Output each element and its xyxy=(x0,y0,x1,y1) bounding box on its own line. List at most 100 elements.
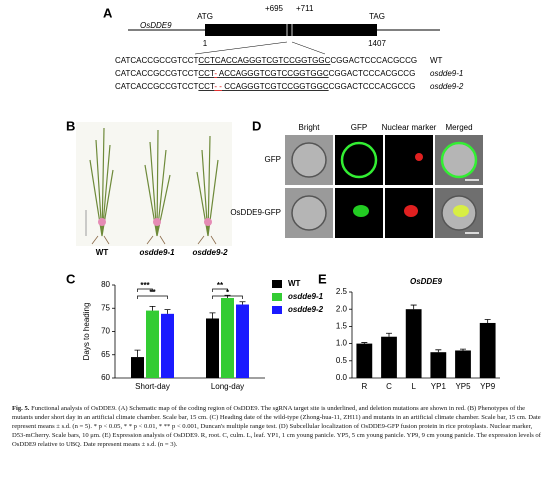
significance-label: *** xyxy=(140,281,150,290)
error-bar xyxy=(361,342,368,344)
caption-text: Functional analysis of OsDDE9. (A) Schem… xyxy=(12,405,541,448)
bar xyxy=(236,304,249,378)
x-tick-label: R xyxy=(361,382,367,391)
row-label: GFP xyxy=(265,155,281,164)
nucleus-signal xyxy=(415,153,423,161)
column-header: Bright xyxy=(299,123,321,132)
legend-label: WT xyxy=(288,279,301,288)
error-bar xyxy=(386,332,392,337)
seq-target: - - xyxy=(214,82,222,91)
chart-title: OsDDE9 xyxy=(410,277,443,286)
seq-prefix: CATCACCGCCGTCCT xyxy=(115,56,199,65)
cell xyxy=(291,195,327,231)
error-bar xyxy=(460,348,466,351)
significance-label: ** xyxy=(149,288,156,297)
start-codon: ATG xyxy=(197,12,213,21)
seq-suffix: CGGACTCCCACGCCG xyxy=(329,69,416,78)
y-tick-label: 65 xyxy=(101,350,110,359)
sequence-label: osdde9-1 xyxy=(430,69,463,78)
panel-label: B xyxy=(66,118,75,133)
bar xyxy=(356,343,373,378)
bar xyxy=(455,350,471,378)
row-label: OsDDE9-GFP xyxy=(230,208,281,217)
seq-target: - xyxy=(214,69,217,78)
y-tick-label: 1.5 xyxy=(336,322,348,331)
pos-start: 1 xyxy=(203,39,208,48)
figure: A B C D E OsDDE9 ATG TAG +695 +711 1 140… xyxy=(66,4,500,391)
significance-bracket xyxy=(212,295,243,299)
sequence-label: WT xyxy=(430,56,443,65)
y-tick-label: 80 xyxy=(101,280,110,289)
legend-swatch xyxy=(272,293,282,301)
nucleus-signal xyxy=(404,205,418,217)
gfp-signal xyxy=(453,205,469,217)
error-bar xyxy=(410,304,417,310)
column-header: Merged xyxy=(445,123,472,132)
bar xyxy=(206,318,219,378)
micrograph xyxy=(385,135,433,185)
x-tick-label: C xyxy=(386,382,392,391)
x-tick-label: YP9 xyxy=(480,382,496,391)
bar xyxy=(479,322,496,378)
sequence: CATCACCGCCGTCCTCCTCACCAGGGTCGTCCGGTGGCCG… xyxy=(115,56,417,65)
y-tick-label: 2.0 xyxy=(336,304,348,313)
error-bar xyxy=(164,309,171,314)
error-bar xyxy=(134,349,141,358)
seq-prefix: CATCACCGCCGTCCT xyxy=(115,69,199,78)
pos-end: 1407 xyxy=(368,39,386,48)
error-bar xyxy=(239,301,246,305)
site-right: +711 xyxy=(296,4,314,13)
sequence-label: osdde9-2 xyxy=(430,82,464,91)
x-tick-label: L xyxy=(411,382,416,391)
y-tick-label: 70 xyxy=(101,327,110,336)
y-tick-label: 0.5 xyxy=(336,356,348,365)
gfp-signal xyxy=(353,205,369,217)
genotype-label: WT xyxy=(96,248,109,257)
zoom-line xyxy=(291,41,326,55)
site-left: +695 xyxy=(265,4,284,13)
sequence: CATCACCGCCGTCCTCCT- - CCAGGGTCGTCCGGTGGC… xyxy=(115,82,415,91)
significance-bracket xyxy=(212,288,228,292)
error-bar xyxy=(484,319,491,323)
panel-label: A xyxy=(103,5,113,20)
bar xyxy=(131,357,144,378)
bar xyxy=(221,298,234,378)
legend-label: osdde9-1 xyxy=(288,292,324,301)
column-header: Nuclear marker xyxy=(382,123,437,132)
legend-swatch xyxy=(272,280,282,288)
y-tick-label: 75 xyxy=(101,303,110,312)
seq-prefix: CATCACCGCCGTCCT xyxy=(115,82,199,91)
column-header: GFP xyxy=(351,123,367,132)
seq-target: CCT xyxy=(198,69,215,78)
panel-label: E xyxy=(318,271,327,286)
legend-swatch xyxy=(272,306,282,314)
bar xyxy=(381,336,397,378)
seq-target: ACCAGGGTCGTCCGGTGGC xyxy=(217,69,329,78)
panel-label: C xyxy=(66,271,76,286)
x-tick-label: Long-day xyxy=(211,382,244,391)
gene-name: OsDDE9 xyxy=(140,21,172,30)
seq-suffix: CGGACTCCCACGCCG xyxy=(329,82,416,91)
error-bar xyxy=(149,305,156,311)
panel-label: D xyxy=(252,118,261,133)
error-bar xyxy=(209,312,216,319)
x-tick-label: Short-day xyxy=(135,382,170,391)
genotype-label: osdde9-1 xyxy=(139,248,175,257)
seq-target: CCTCACCAGGGTCGTCCGGTGGC xyxy=(198,56,330,65)
bar xyxy=(430,352,447,378)
caption-label: Fig. 5. xyxy=(12,405,30,412)
cds-box xyxy=(205,24,377,36)
y-tick-label: 60 xyxy=(101,373,110,382)
x-tick-label: YP5 xyxy=(455,382,471,391)
seq-suffix: CGGACTCCCACGCCG xyxy=(330,56,417,65)
cell xyxy=(291,142,327,178)
y-tick-label: 0.0 xyxy=(336,373,348,382)
x-tick-label: YP1 xyxy=(431,382,447,391)
y-axis-label: Days to heading xyxy=(82,303,91,361)
bar xyxy=(405,309,422,378)
bar xyxy=(146,310,159,378)
gfp-signal xyxy=(340,141,378,179)
plant-photo xyxy=(76,122,232,246)
caption: Fig. 5. Functional analysis of OsDDE9. (… xyxy=(12,405,542,449)
